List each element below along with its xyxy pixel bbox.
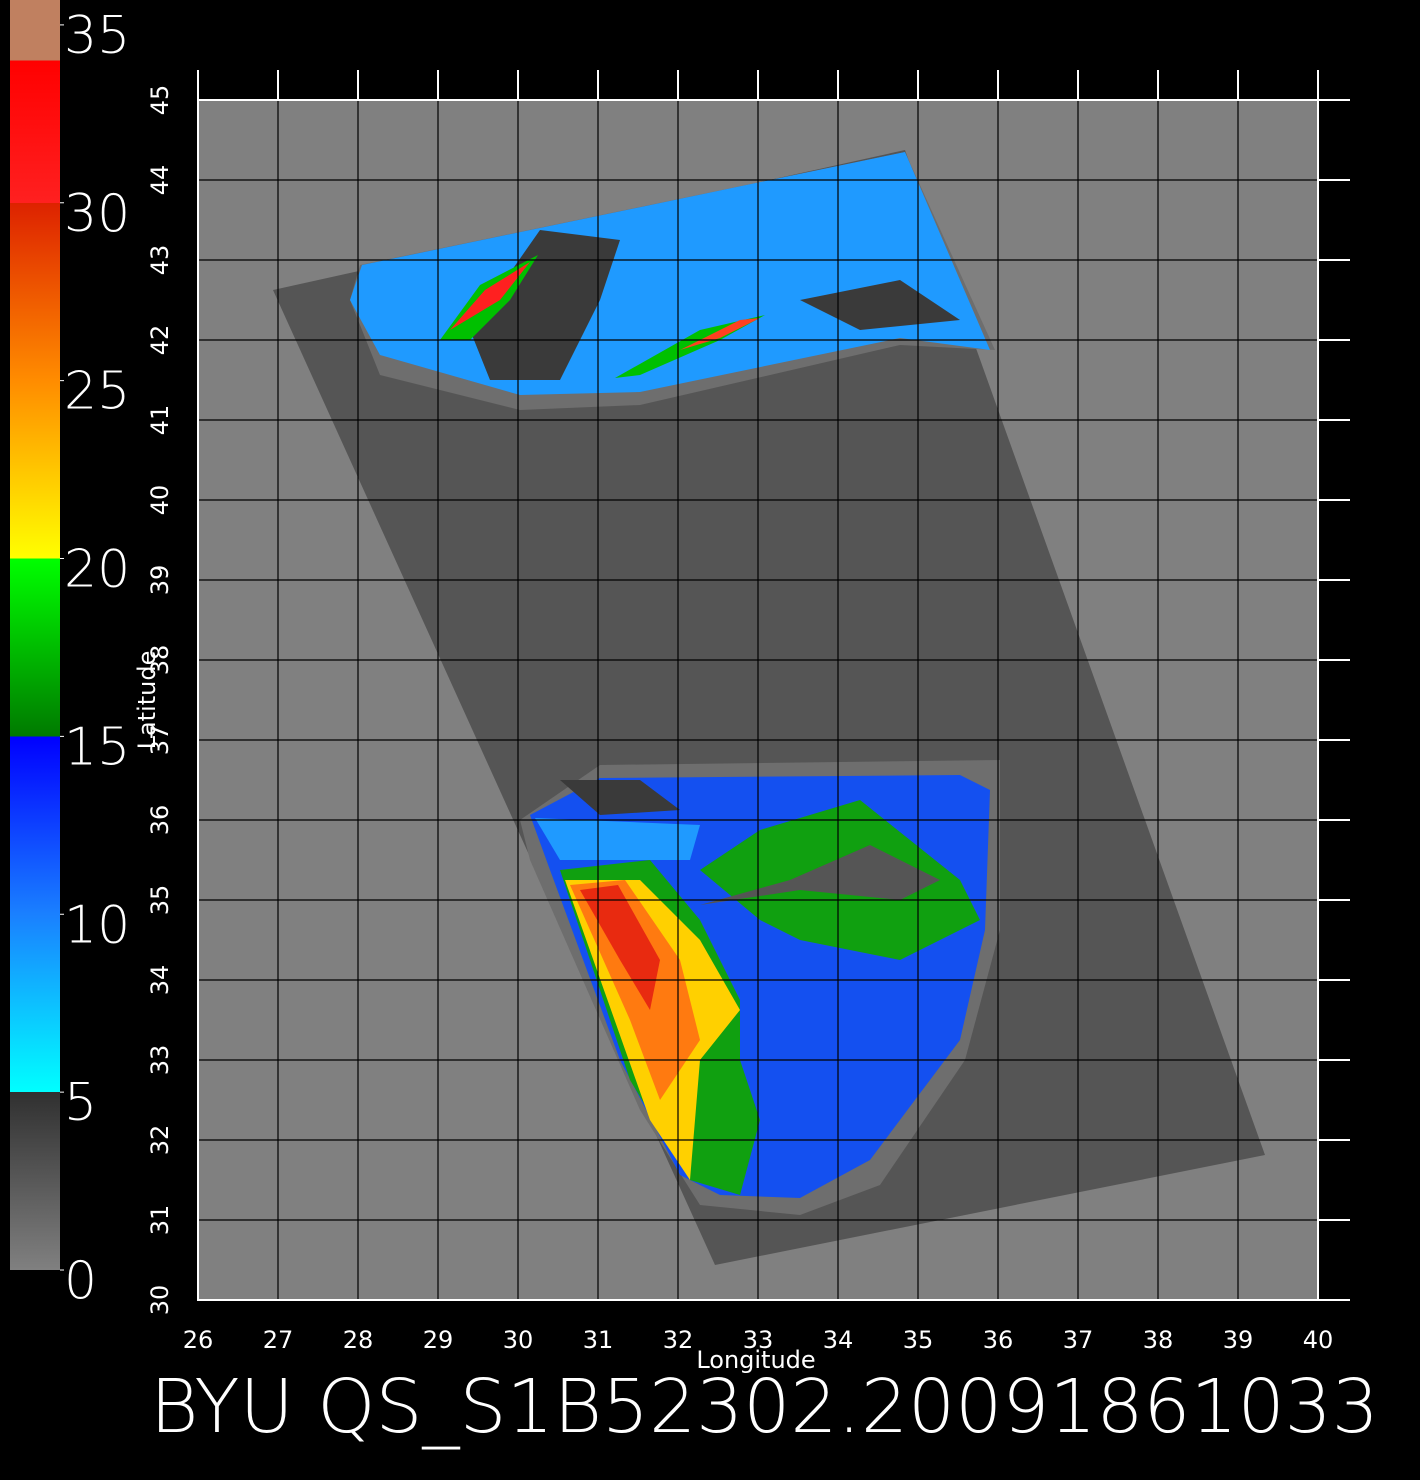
x-tick-label: 34	[823, 1326, 854, 1354]
x-axis-label: Longitude	[696, 1346, 815, 1374]
y-tick-label: 31	[146, 1205, 174, 1236]
x-tick-label: 37	[1063, 1326, 1094, 1354]
y-tick-label: 33	[146, 1045, 174, 1076]
chart-title: BYU QS_S1B52302.20091861033	[150, 1364, 1379, 1450]
y-tick-label: 37	[146, 725, 174, 756]
low-wind	[800, 280, 960, 330]
x-tick-label: 29	[423, 1326, 454, 1354]
y-tick-label: 32	[146, 1125, 174, 1156]
low-wind	[700, 845, 940, 905]
x-tick-label: 35	[903, 1326, 934, 1354]
y-tick-label: 40	[146, 485, 174, 516]
y-tick-label: 39	[146, 565, 174, 596]
y-axis-label: Latitude	[133, 651, 161, 750]
x-tick-label: 36	[983, 1326, 1014, 1354]
colorbar-tick-label: 25	[64, 362, 130, 422]
y-tick-label: 42	[146, 325, 174, 356]
plot-frame	[197, 99, 1319, 1301]
x-tick-label: 33	[743, 1326, 774, 1354]
colorbar-tick-label: 35	[64, 6, 130, 66]
colorbar-tick-label: 10	[64, 895, 130, 955]
axes: 26 27 28 29 30 31 32 33 34 35 36 37 38 39 40 30 31 32 33 34…	[146, 70, 1350, 1354]
x-tick-label: 28	[343, 1326, 374, 1354]
colorbar-tick-label: 0	[64, 1251, 97, 1311]
wind-field	[535, 818, 700, 860]
low-wind	[470, 230, 620, 380]
x-tick-label: 39	[1223, 1326, 1254, 1354]
x-tick-label: 40	[1303, 1326, 1334, 1354]
x-tick-label: 38	[1143, 1326, 1174, 1354]
wind-field	[580, 885, 660, 1010]
x-tick-label: 27	[263, 1326, 294, 1354]
low-wind	[560, 780, 680, 815]
y-tick-label: 41	[146, 405, 174, 436]
x-tick-label: 30	[503, 1326, 534, 1354]
y-tick-label: 36	[146, 805, 174, 836]
wind-field	[450, 262, 530, 330]
colorbar-tick-label: 15	[64, 717, 130, 777]
y-tick-label: 45	[146, 85, 174, 116]
y-tick-label: 43	[146, 245, 174, 276]
y-tick-label: 34	[146, 965, 174, 996]
x-tick-label: 26	[183, 1326, 214, 1354]
colorbar-tick-label: 20	[64, 540, 130, 600]
y-tick-label: 30	[146, 1285, 174, 1316]
swath	[273, 150, 1265, 1265]
x-tick-label: 31	[583, 1326, 614, 1354]
y-tick-label: 44	[146, 165, 174, 196]
y-tick-label: 35	[146, 885, 174, 916]
colorbar	[10, 0, 60, 1270]
y-tick-label: 38	[146, 645, 174, 676]
colorbar-tick-label: 5	[64, 1073, 97, 1133]
x-tick-label: 32	[663, 1326, 694, 1354]
wind-field	[680, 318, 760, 350]
wind-field	[570, 880, 700, 1100]
colorbar-tick-label: 30	[64, 184, 130, 244]
